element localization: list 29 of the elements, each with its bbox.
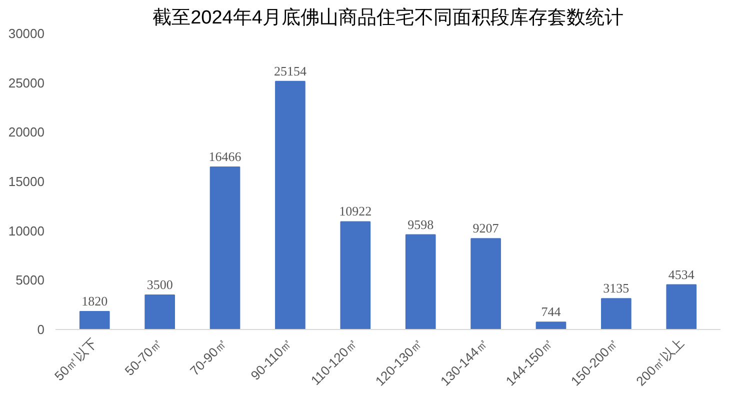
data-label: 1820: [82, 294, 108, 309]
data-label: 9207: [472, 220, 500, 236]
data-label: 4534: [668, 266, 695, 282]
data-label: 10922: [339, 204, 372, 219]
bar: [470, 238, 501, 330]
y-tick-label: 30000: [8, 26, 45, 41]
bar: [405, 234, 436, 330]
bar: [536, 322, 566, 330]
bar: [210, 166, 240, 330]
y-tick-label: 5000: [16, 272, 44, 288]
x-tick-label: 50㎡以下: [52, 335, 100, 384]
data-label: 3135: [603, 280, 630, 296]
data-label: 16466: [208, 149, 242, 164]
bar: [601, 298, 632, 330]
bar: [340, 221, 371, 330]
chart-title: 截至2024年4月底佛山商品住宅不同面积段库存套数统计: [152, 6, 624, 28]
y-tick-label: 25000: [8, 75, 45, 90]
y-tick-label: 0: [37, 322, 45, 337]
y-tick-label: 10000: [8, 223, 45, 238]
y-tick-label: 15000: [8, 174, 45, 189]
data-label: 3500: [146, 276, 173, 292]
bar: [666, 284, 697, 330]
bar: [144, 294, 175, 330]
data-label: 9598: [408, 216, 434, 232]
y-tick-label: 20000: [8, 124, 45, 140]
data-label: 25154: [274, 63, 307, 78]
bar: [79, 311, 110, 330]
data-label: 744: [541, 304, 562, 320]
bar: [275, 80, 306, 330]
